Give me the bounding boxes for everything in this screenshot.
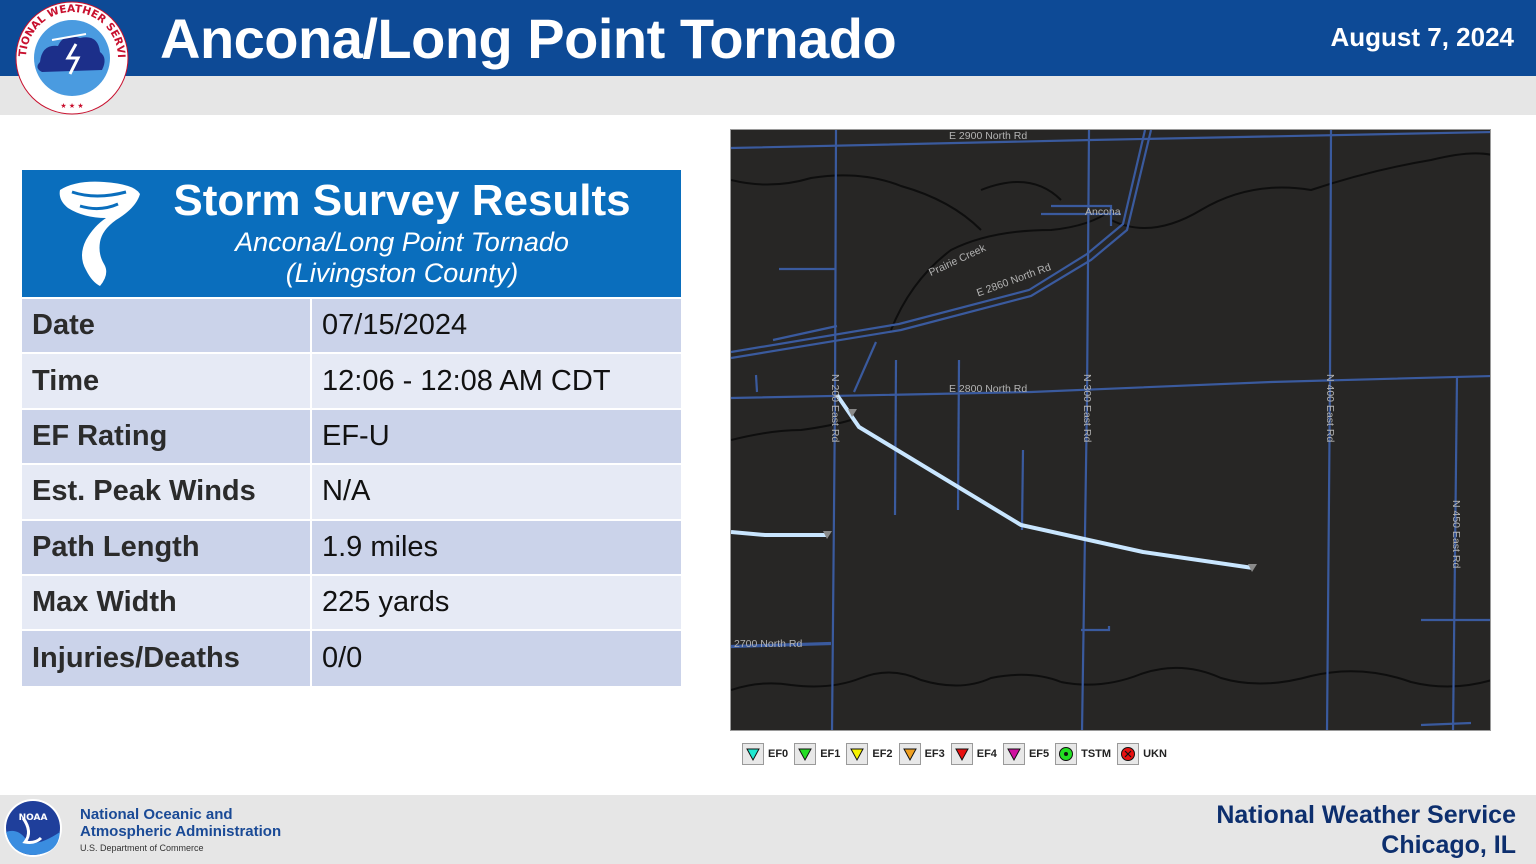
survey-table: Date 07/15/2024 Time 12:06 - 12:08 AM CD…: [22, 296, 681, 686]
row-label: Date: [22, 296, 312, 354]
legend-item-ef1: EF1: [794, 743, 840, 765]
legend-label: EF1: [820, 748, 841, 760]
table-row: Injuries/Deaths 0/0: [22, 629, 681, 686]
town-label-ancona: Ancona: [1085, 206, 1121, 218]
triangle-marker-icon: [798, 748, 813, 762]
legend-label: EF4: [976, 748, 997, 760]
legend-marker: [1117, 743, 1140, 765]
row-value: 12:06 - 12:08 AM CDT: [311, 352, 681, 409]
noaa-name-line1: National Oceanic and: [80, 806, 233, 823]
legend-marker: [1002, 743, 1025, 765]
legend-marker: [742, 743, 764, 765]
footer: NOAA National Oceanic and Atmospheric Ad…: [0, 795, 1536, 864]
legend-label: EF0: [768, 748, 789, 760]
triangle-marker-icon: [902, 748, 917, 762]
legend-marker: [794, 743, 817, 765]
survey-county: (Livingston County): [285, 258, 519, 288]
triangle-marker-icon: [1007, 748, 1021, 762]
legend-marker: [898, 743, 921, 765]
row-label: Path Length: [22, 518, 312, 575]
legend-marker: [950, 743, 973, 765]
triangle-marker-icon: [746, 748, 760, 762]
survey-title: Storm Survey Results: [173, 176, 631, 225]
svg-text:NOAA: NOAA: [19, 813, 48, 823]
legend-item-ef3: EF3: [898, 743, 945, 765]
legend-label: EF3: [924, 748, 945, 760]
row-label: Est. Peak Winds: [22, 463, 312, 520]
table-row: Est. Peak Winds N/A: [22, 463, 681, 520]
noaa-name-line2: Atmospheric Administration: [80, 823, 282, 840]
row-value: N/A: [311, 463, 681, 520]
noaa-department: U.S. Department of Commerce: [80, 843, 204, 853]
page-title: Ancona/Long Point Tornado: [160, 7, 897, 70]
legend-item-ef5: EF5: [1002, 743, 1050, 765]
table-row: Date 07/15/2024: [22, 296, 681, 354]
circle-dot-icon: [1059, 747, 1074, 761]
legend-item-ukn: UKN: [1117, 743, 1167, 765]
survey-panel: Storm Survey Results Ancona/Long Point T…: [22, 170, 681, 686]
svg-text:★ ★ ★: ★ ★ ★: [60, 102, 83, 110]
triangle-marker-icon: [954, 748, 969, 762]
road-label-e2900: E 2900 North Rd: [949, 130, 1028, 142]
road-label-n300: N 300 East Rd: [1081, 374, 1093, 443]
legend-item-ef4: EF4: [950, 743, 997, 765]
row-value: 0/0: [311, 629, 681, 686]
noaa-logo: NOAA: [4, 799, 62, 857]
noaa-name: National Oceanic and Atmospheric Adminis…: [80, 806, 281, 840]
row-label: EF Rating: [22, 407, 312, 465]
legend-label: UKN: [1143, 748, 1167, 760]
legend-item-ef0: EF0: [742, 743, 788, 765]
row-label: Max Width: [22, 573, 312, 631]
legend-marker: [846, 743, 869, 765]
map-creeks: [731, 152, 1490, 691]
office-name: National Weather Service: [1216, 801, 1516, 829]
legend-label: EF2: [872, 748, 893, 760]
office-location: Chicago, IL: [1381, 831, 1516, 859]
road-label-n450: N 450 East Rd: [1450, 500, 1462, 569]
header-subbar: [0, 76, 1536, 115]
ef-legend: EF0 EF1 EF2 EF3 EF4 EF5 TSTM UKN: [742, 741, 1173, 767]
road-label-2700: 2700 North Rd: [734, 638, 803, 650]
triangle-marker-icon: [850, 748, 865, 762]
nws-logo: ★ ★ ★ NATIONAL WEATHER SERVICE: [12, 0, 129, 115]
row-value: 07/15/2024: [311, 296, 681, 354]
table-row: Time 12:06 - 12:08 AM CDT: [22, 352, 681, 409]
row-value: 225 yards: [311, 573, 681, 631]
legend-label: EF5: [1028, 748, 1050, 760]
legend-label: TSTM: [1081, 748, 1112, 760]
road-label-n400: N 400 East Rd: [1324, 374, 1336, 443]
survey-subtitle: Ancona/Long Point Tornado: [235, 227, 569, 257]
row-label: Time: [22, 352, 312, 409]
map-canvas: [731, 130, 1490, 730]
header-bar: [0, 0, 1536, 76]
table-row: EF Rating EF-U: [22, 407, 681, 465]
row-value: 1.9 miles: [311, 518, 681, 575]
row-value: EF-U: [311, 407, 681, 465]
track-map[interactable]: E 2900 North Rd Ancona Prairie Creek E 2…: [730, 129, 1491, 731]
legend-item-ef2: EF2: [846, 743, 893, 765]
table-row: Max Width 225 yards: [22, 573, 681, 631]
table-row: Path Length 1.9 miles: [22, 518, 681, 575]
survey-header: Storm Survey Results Ancona/Long Point T…: [22, 170, 681, 297]
row-label: Injuries/Deaths: [22, 629, 312, 686]
page-date: August 7, 2024: [1330, 22, 1514, 52]
tornado-icon: [59, 181, 140, 286]
legend-item-tstm: TSTM: [1055, 743, 1111, 765]
circle-x-icon: [1121, 747, 1136, 761]
legend-marker: [1055, 743, 1078, 765]
map-roads: [731, 130, 1490, 730]
tornado-track: [731, 393, 1257, 572]
road-label-n200: N 200 East Rd: [829, 374, 841, 443]
road-label-e2800: E 2800 North Rd: [949, 383, 1028, 395]
